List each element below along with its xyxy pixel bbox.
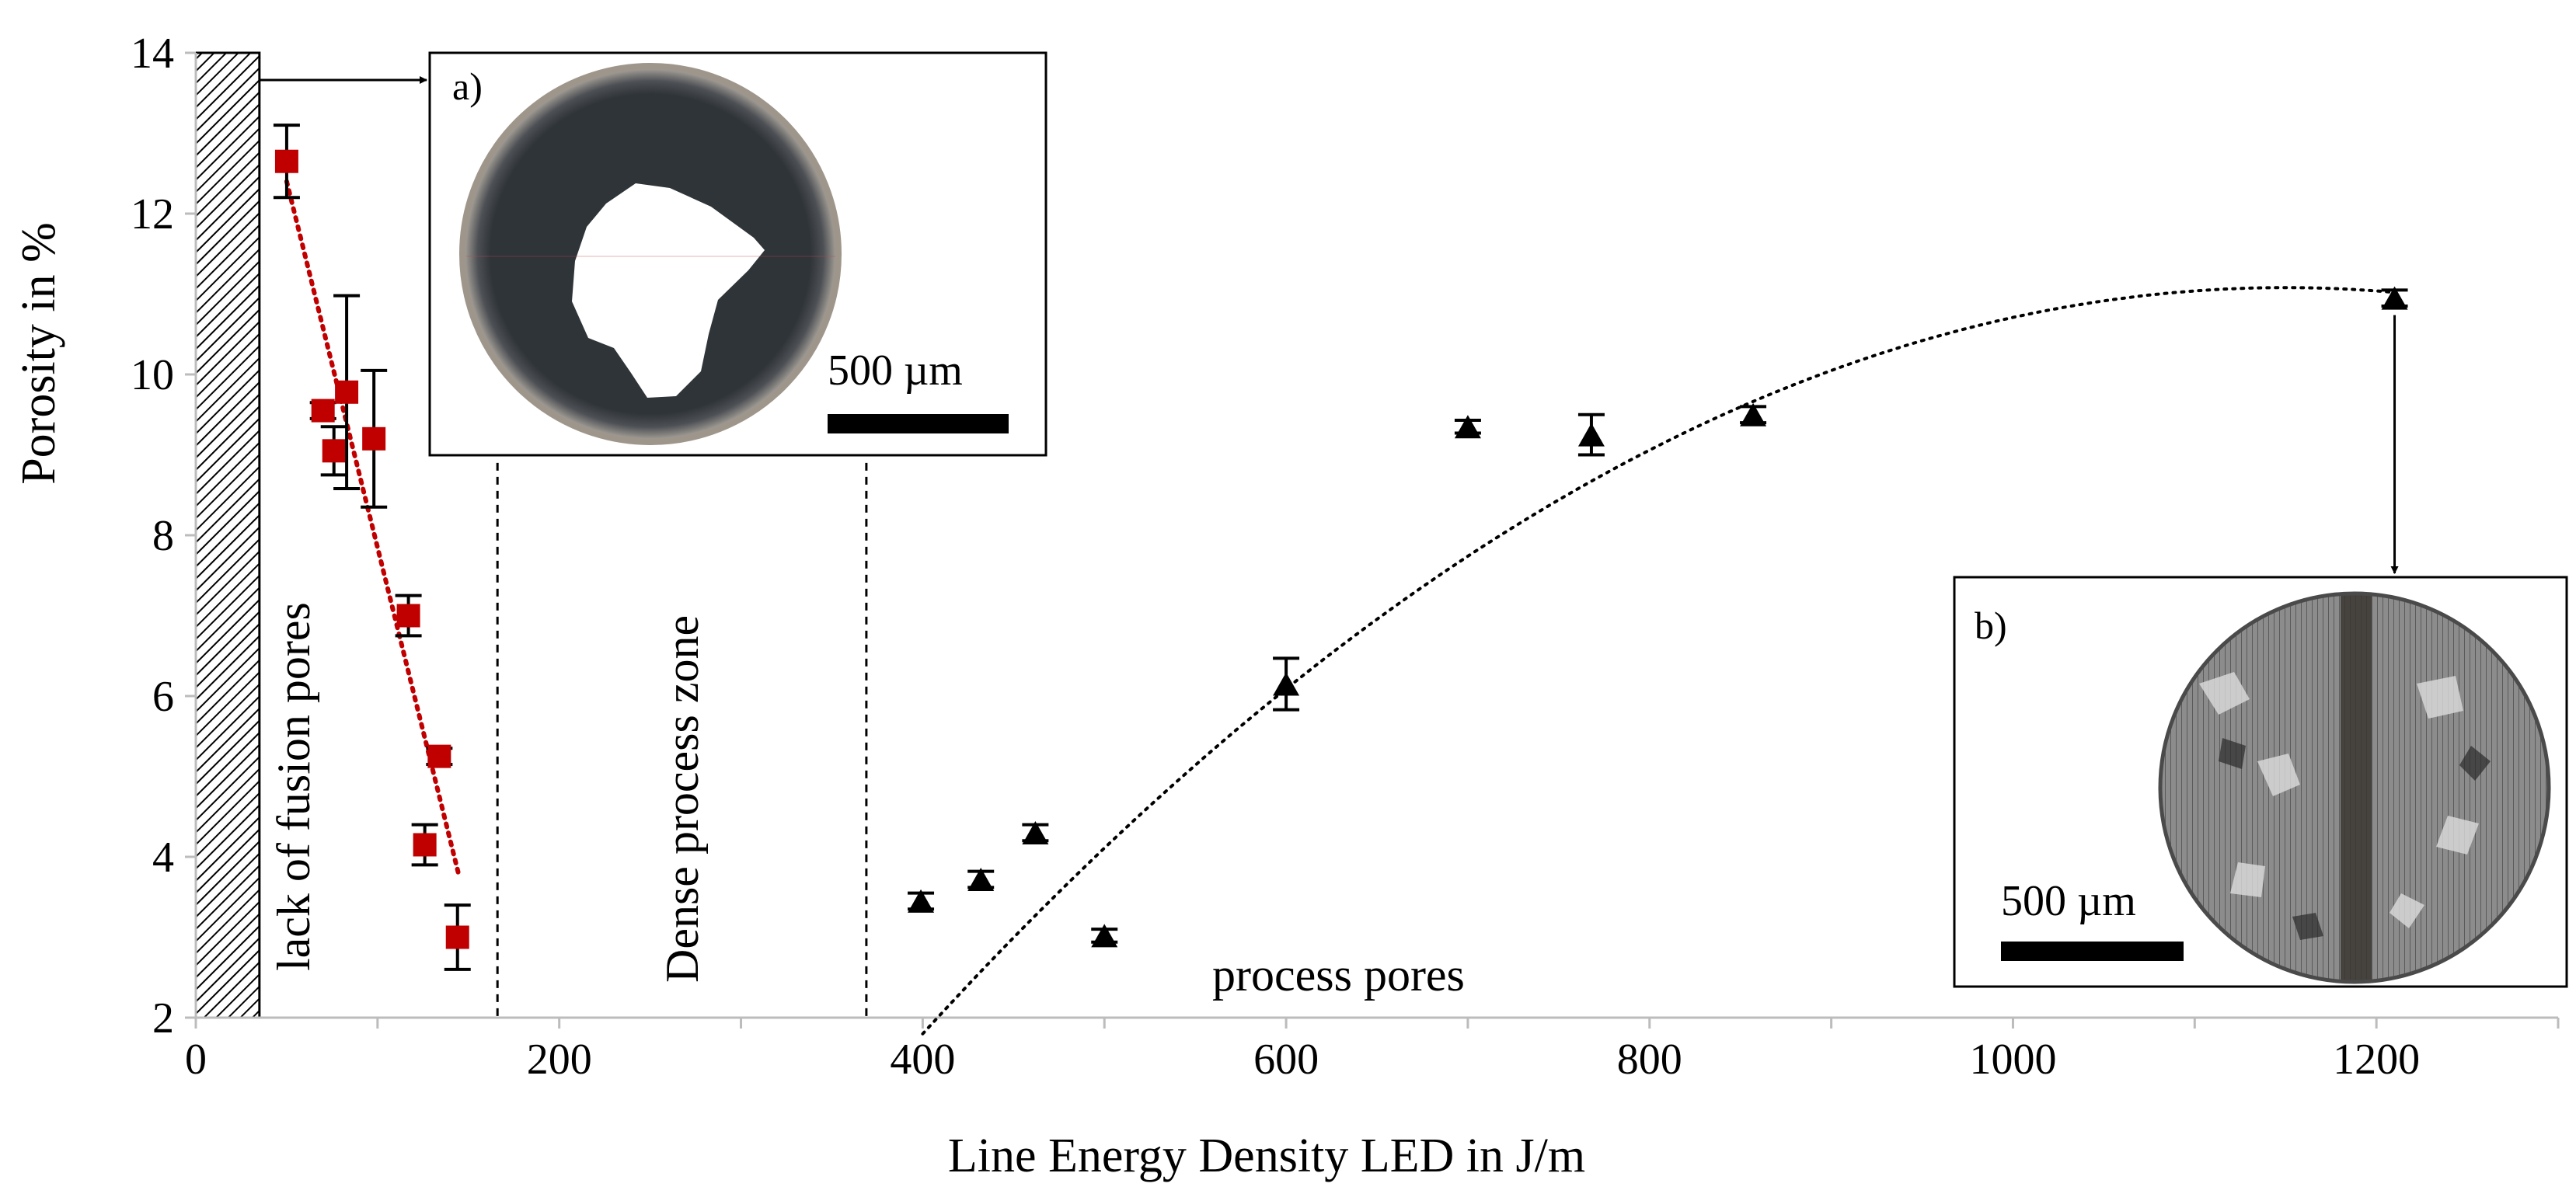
hatched-zone xyxy=(194,51,261,1019)
y-tick-label: 2 xyxy=(152,994,174,1043)
data-point-square xyxy=(427,744,451,768)
inset-a-scale-bar xyxy=(828,414,1009,433)
data-point-triangle xyxy=(1454,415,1481,439)
x-tick-label: 1000 xyxy=(1969,1036,2056,1084)
data-point-triangle xyxy=(2381,286,2408,310)
micrograph-a xyxy=(459,63,842,445)
inset-b-scale-bar xyxy=(2001,942,2184,961)
data-point-triangle xyxy=(1577,423,1605,447)
lack-of-fusion-label: lack of fusion pores xyxy=(268,602,319,971)
x-tick-label: 800 xyxy=(1617,1036,1682,1084)
x-tick-label: 200 xyxy=(527,1036,592,1084)
inset-b-scale-text: 500 µm xyxy=(2001,877,2136,925)
process-pores-series xyxy=(908,286,2408,948)
y-tick-label: 12 xyxy=(131,190,174,238)
process-pores-trendline xyxy=(921,286,2396,1036)
x-tick-label: 600 xyxy=(1253,1036,1319,1084)
x-axis-label: Line Energy Density LED in J/m xyxy=(948,1130,1585,1182)
inset-a-scale-text: 500 µm xyxy=(828,346,963,395)
y-tick-label: 4 xyxy=(152,834,174,882)
y-tick-label: 14 xyxy=(131,30,174,78)
inset-a-label: a) xyxy=(452,64,483,108)
data-point-triangle xyxy=(1091,924,1118,948)
data-point-square xyxy=(396,604,420,628)
dense-process-zone-label: Dense process zone xyxy=(657,615,708,983)
micrograph-b xyxy=(2158,591,2551,984)
data-point-square xyxy=(362,426,386,451)
data-point-square xyxy=(274,149,298,173)
data-point-triangle xyxy=(967,867,995,891)
data-point-triangle xyxy=(1273,672,1300,696)
inset-b: b) 500 µm xyxy=(1953,576,2568,988)
data-point-triangle xyxy=(1022,820,1049,844)
data-point-square xyxy=(413,833,437,857)
y-axis-ticks: 2 4 6 8 10 12 14 xyxy=(131,30,196,1043)
inset-b-label: b) xyxy=(1975,604,2007,647)
data-point-square xyxy=(445,925,469,949)
x-tick-label: 1200 xyxy=(2333,1036,2420,1084)
x-axis-ticks: 0 200 400 600 800 1000 1200 xyxy=(185,1018,2560,1084)
x-tick-label: 0 xyxy=(185,1036,207,1084)
data-point-square xyxy=(322,439,346,463)
data-point-square xyxy=(335,380,359,404)
y-tick-label: 6 xyxy=(152,673,174,721)
y-tick-label: 10 xyxy=(131,351,174,399)
data-point-square xyxy=(311,399,335,423)
data-point-triangle xyxy=(908,889,935,913)
y-axis-label: Porosity in % xyxy=(12,222,65,485)
lack-of-fusion-series xyxy=(273,124,471,971)
inset-a: a) 500 µm xyxy=(428,51,1047,457)
x-tick-label: 400 xyxy=(890,1036,955,1084)
data-point-triangle xyxy=(1740,402,1767,426)
process-pores-label: process pores xyxy=(1212,949,1465,1001)
zone-divider-lines xyxy=(496,462,868,1018)
y-tick-label: 8 xyxy=(152,512,174,560)
